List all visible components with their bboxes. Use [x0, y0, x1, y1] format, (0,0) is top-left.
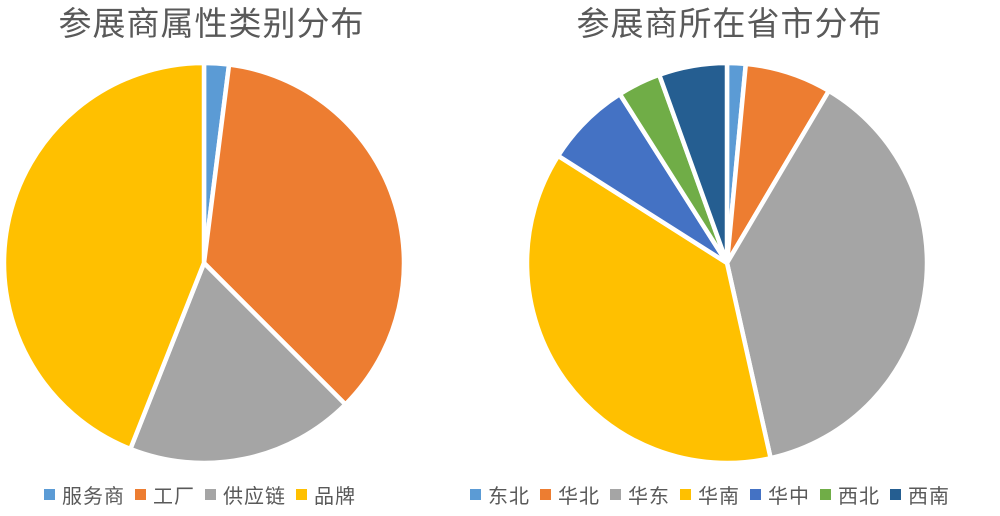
- legend-item-1: 东北: [470, 480, 530, 509]
- legend-item-4: 华南: [680, 480, 740, 509]
- legend-swatch-icon: [296, 488, 307, 500]
- legend-label: 工厂: [153, 485, 195, 508]
- pie-slice-3: [724, 88, 930, 461]
- legend-swatch-icon: [205, 488, 216, 500]
- legend-item-6: 西北: [820, 480, 880, 509]
- legend-swatch-icon: [890, 488, 901, 500]
- legend-item-2: 华北: [540, 480, 600, 509]
- legend-item-7: 西南: [890, 480, 950, 509]
- legend-item-3: 华东: [610, 480, 670, 509]
- legend-swatch-icon: [470, 488, 481, 500]
- right-chart-legend: 东北 华北 华东 华南 华中 西北 西南: [450, 480, 970, 509]
- pie-slice-7: [657, 60, 730, 266]
- legend-label: 西南: [908, 485, 950, 508]
- legend-label: 东北: [488, 485, 530, 508]
- legend-swatch-icon: [540, 488, 551, 500]
- legend-item-2: 工厂: [135, 480, 195, 509]
- legend-label: 华东: [628, 485, 670, 508]
- legend-label: 华北: [558, 485, 600, 508]
- legend-label: 供应链: [223, 485, 286, 508]
- legend-label: 品牌: [314, 485, 356, 508]
- left-pie-chart: [1, 60, 407, 466]
- legend-swatch-icon: [610, 488, 621, 500]
- pie-slice-4: [524, 153, 773, 466]
- right-pie-chart: [524, 60, 930, 466]
- legend-item-3: 供应链: [205, 480, 286, 509]
- legend-item-1: 服务商: [44, 480, 125, 509]
- legend-swatch-icon: [750, 488, 761, 500]
- left-chart-title: 参展商属性类别分布: [58, 5, 365, 42]
- legend-swatch-icon: [820, 488, 831, 500]
- legend-swatch-icon: [680, 488, 691, 500]
- pie-slice-4: [1, 60, 207, 452]
- pie-slice-2: [201, 62, 407, 407]
- legend-item-5: 华中: [750, 480, 810, 509]
- legend-label: 华中: [768, 485, 810, 508]
- right-chart-title: 参展商所在省市分布: [576, 5, 883, 42]
- legend-item-4: 品牌: [296, 480, 356, 509]
- legend-swatch-icon: [44, 488, 55, 500]
- left-chart-legend: 服务商 工厂 供应链 品牌: [0, 480, 400, 509]
- legend-label: 华南: [698, 485, 740, 508]
- legend-label: 服务商: [62, 485, 125, 508]
- pie-slice-3: [128, 260, 348, 466]
- legend-swatch-icon: [135, 488, 146, 500]
- legend-label: 西北: [838, 485, 880, 508]
